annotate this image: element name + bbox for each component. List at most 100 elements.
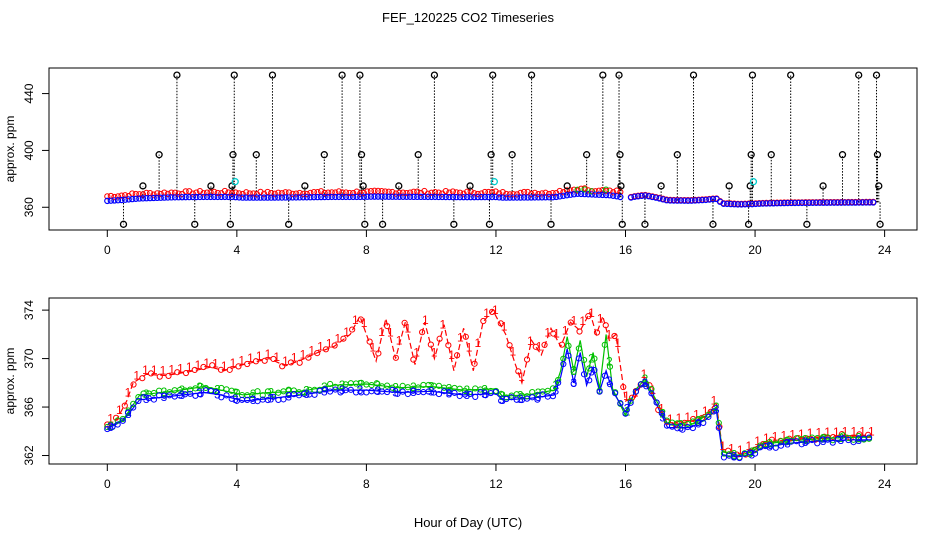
series-label-2: 2 (161, 385, 168, 399)
outlier-point (641, 220, 649, 228)
series-point-1 (384, 322, 391, 330)
data-point-blue (164, 194, 172, 201)
data-point-blue (150, 194, 157, 202)
outlier-point (301, 182, 309, 190)
series-label-1: 1 (772, 430, 779, 444)
data-point-red (328, 189, 335, 196)
data-point-red (424, 190, 432, 197)
data-point-blue (642, 192, 649, 199)
series-point-3 (622, 410, 629, 417)
series-point-3 (441, 388, 448, 395)
data-point-blue (556, 193, 563, 200)
outlier-point (207, 182, 215, 190)
data-point-blue (349, 193, 357, 201)
series-point-3 (700, 419, 707, 426)
series-point-1 (576, 328, 583, 335)
series-label-3: 3 (838, 433, 845, 447)
data-point-blue (467, 193, 474, 201)
data-point-blue (121, 196, 129, 203)
data-point-red (592, 188, 599, 195)
x-tick-label: 0 (104, 243, 111, 257)
series-point-3 (772, 444, 779, 451)
series-point-2 (368, 381, 375, 389)
data-point-blue (563, 192, 571, 199)
data-point-red (154, 190, 161, 197)
series-label-1: 1 (230, 356, 237, 370)
series-label-1: 1 (597, 312, 604, 326)
outlier-point (838, 151, 847, 159)
series-point-1 (121, 402, 128, 409)
series-point-1 (217, 366, 225, 373)
series-point-2 (150, 389, 158, 397)
data-point-red (118, 192, 125, 199)
data-point-blue (841, 199, 848, 206)
data-point-red (278, 190, 285, 197)
data-point-blue (357, 193, 364, 201)
data-point-blue (332, 193, 339, 201)
series-point-3 (736, 454, 743, 462)
outlier-point (414, 151, 422, 159)
series-label-1: 1 (649, 383, 656, 397)
series-point-1 (864, 431, 872, 438)
series-label-1: 1 (291, 351, 298, 365)
series-point-1 (235, 363, 242, 370)
series-point-1 (226, 366, 233, 373)
data-point-blue (545, 194, 553, 201)
series-point-3 (218, 394, 225, 401)
data-point-blue (285, 194, 293, 201)
data-point-red (225, 189, 232, 196)
data-point-blue (200, 193, 207, 201)
data-point-blue (207, 193, 214, 201)
outlier-point (875, 182, 883, 190)
data-point-blue (627, 194, 635, 201)
data-point-blue (389, 193, 396, 200)
data-point-red (496, 190, 503, 197)
outlier-point (803, 220, 811, 228)
series-label-1: 1 (501, 319, 508, 333)
series-point-3 (560, 360, 567, 368)
outlier-point (361, 220, 369, 228)
series-point-1 (314, 350, 321, 357)
series-label-3: 3 (588, 365, 595, 379)
series-point-1 (620, 383, 627, 391)
data-point-blue (862, 199, 870, 206)
series-point-2 (549, 385, 557, 392)
data-point-blue (788, 199, 795, 207)
series-label-1: 1 (492, 303, 499, 317)
series-label-1: 1 (142, 363, 149, 377)
series-point-2 (192, 385, 199, 392)
data-point-blue (798, 199, 806, 207)
series-point-1 (331, 342, 338, 349)
data-point-blue (720, 200, 727, 207)
outlier-point (356, 71, 364, 79)
series-label-1: 1 (317, 340, 324, 354)
data-point-red (296, 189, 303, 197)
data-point-blue (535, 194, 542, 201)
series-point-3 (270, 393, 277, 400)
data-point-blue (193, 193, 200, 201)
data-point-blue (606, 192, 613, 199)
series-label-1: 1 (151, 363, 158, 377)
series-label-1: 1 (168, 363, 175, 377)
data-point-blue (709, 195, 717, 203)
data-point-red (236, 190, 243, 197)
data-point-blue (235, 194, 243, 201)
series-label-3: 3 (784, 436, 791, 450)
data-point-blue (724, 200, 731, 208)
data-point-blue (339, 193, 346, 201)
data-point-red (538, 190, 546, 197)
series-label-2: 2 (107, 419, 114, 433)
data-point-blue (424, 193, 432, 201)
series-point-3 (539, 391, 546, 398)
outlier-point (378, 220, 387, 228)
series-label-1: 1 (527, 334, 534, 348)
flagged-point (749, 178, 758, 186)
y-tick-label: 400 (22, 140, 36, 160)
data-point-red (104, 193, 111, 200)
series-point-3 (394, 390, 401, 397)
data-point-blue (132, 195, 139, 202)
series-point-1 (523, 356, 531, 363)
data-point-blue (845, 199, 852, 206)
data-point-blue (446, 193, 453, 201)
series-point-3 (705, 413, 712, 420)
